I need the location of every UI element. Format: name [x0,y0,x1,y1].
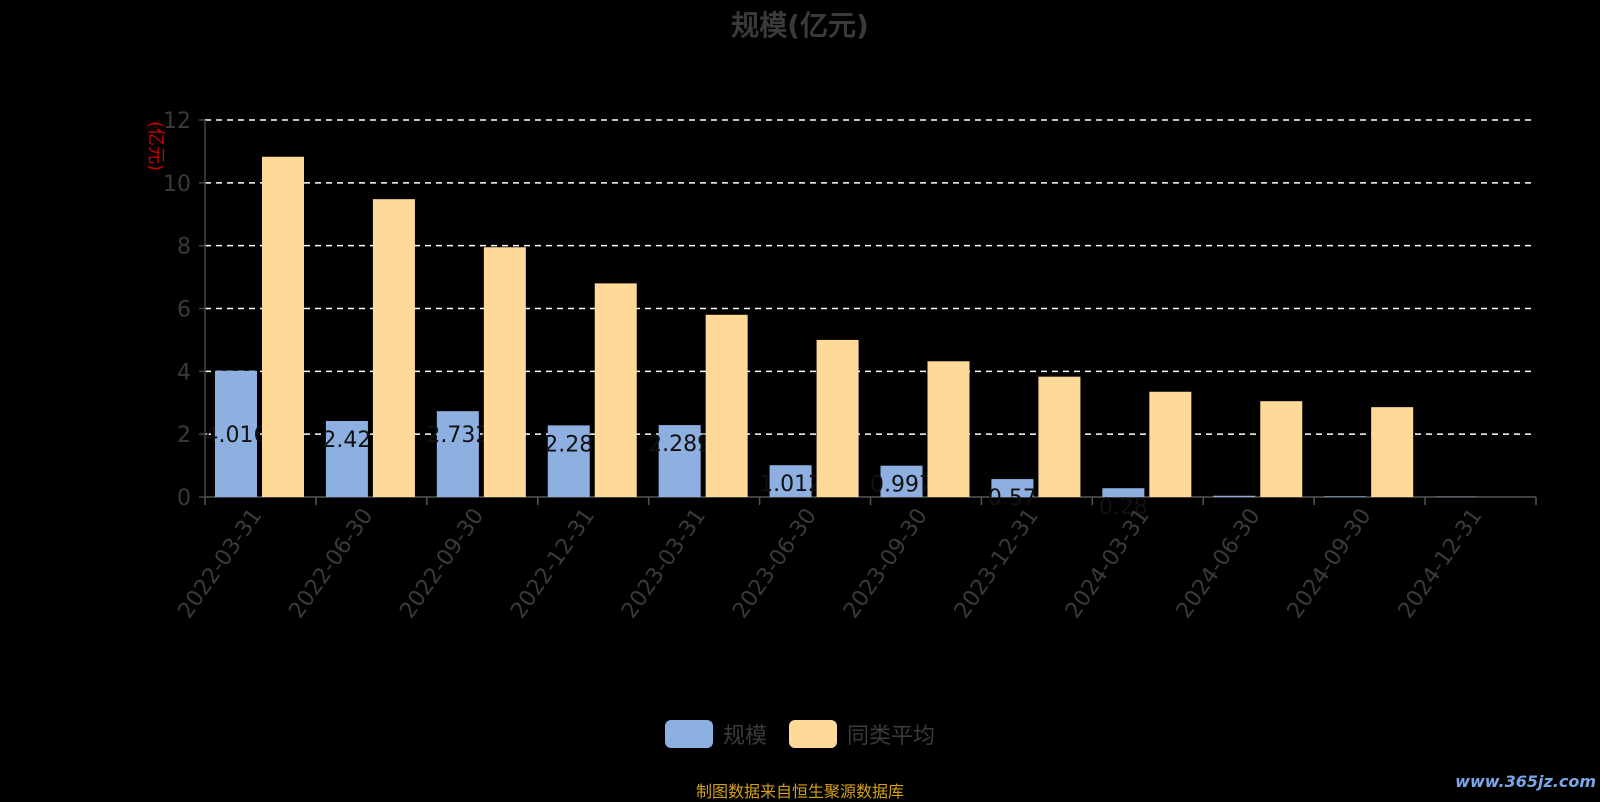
bar-peer-average [706,315,748,497]
data-label-scale: 1.012 [759,472,822,497]
legend-swatch-peer-average [789,720,837,748]
legend-item-peer-average[interactable]: 同类平均 [789,718,935,750]
x-tick-label: 2022-06-30 [284,504,378,623]
y-tick-label: 6 [177,298,191,323]
chart-title: 规模(亿元) [0,4,1600,44]
x-tick-label: 2023-09-30 [839,504,933,623]
x-tick-label: 2024-12-31 [1394,504,1488,623]
data-label-scale: 2.42 [322,428,371,453]
y-tick-label: 4 [177,360,191,385]
x-tick-label: 2022-03-31 [174,504,268,623]
data-label-scale: 2.28 [544,432,593,457]
legend-swatch-scale [665,720,713,748]
y-tick-label: 8 [177,235,191,260]
bar-peer-average [928,361,970,497]
source-note: 制图数据来自恒生聚源数据库 [0,778,1600,802]
bar-scale [1213,496,1255,497]
bar-peer-average [484,247,526,497]
data-label-scale: 0.57 [988,486,1037,511]
legend-label-peer-average: 同类平均 [847,718,935,750]
bar-peer-average [595,283,637,497]
data-label-scale: 4.016 [205,423,268,448]
bar-scale [1324,496,1366,497]
bar-peer-average [373,199,415,497]
x-tick-label: 2024-09-30 [1283,504,1377,623]
y-tick-label: 10 [163,172,191,197]
legend-label-scale: 规模 [723,718,767,750]
bar-peer-average [1149,392,1191,497]
bar-peer-average [1038,377,1080,497]
bar-peer-average [262,157,304,497]
x-tick-label: 2023-12-31 [950,504,1044,623]
y-tick-label: 12 [163,109,191,134]
legend-item-scale[interactable]: 规模 [665,718,767,750]
y-tick-label: 2 [177,423,191,448]
data-label-scale: 2.732 [426,423,489,448]
y-tick-label: 0 [177,486,191,511]
x-tick-label: 2023-03-31 [617,504,711,623]
bar-peer-average [1371,407,1413,497]
x-tick-label: 2024-03-31 [1061,504,1155,623]
x-tick-label: 2024-06-30 [1172,504,1266,623]
x-tick-label: 2022-12-31 [506,504,600,623]
data-label-scale: 0.997 [870,473,933,498]
data-label-scale: 2.289 [648,432,711,457]
watermark: www.365jz.com [1455,772,1596,791]
bar-peer-average [817,340,859,497]
chart-legend: 规模 同类平均 [0,718,1600,750]
x-tick-label: 2023-06-30 [728,504,822,623]
y-axis-label: (亿元) [145,121,166,171]
bar-peer-average [1260,401,1302,497]
x-tick-label: 2022-09-30 [395,504,489,623]
